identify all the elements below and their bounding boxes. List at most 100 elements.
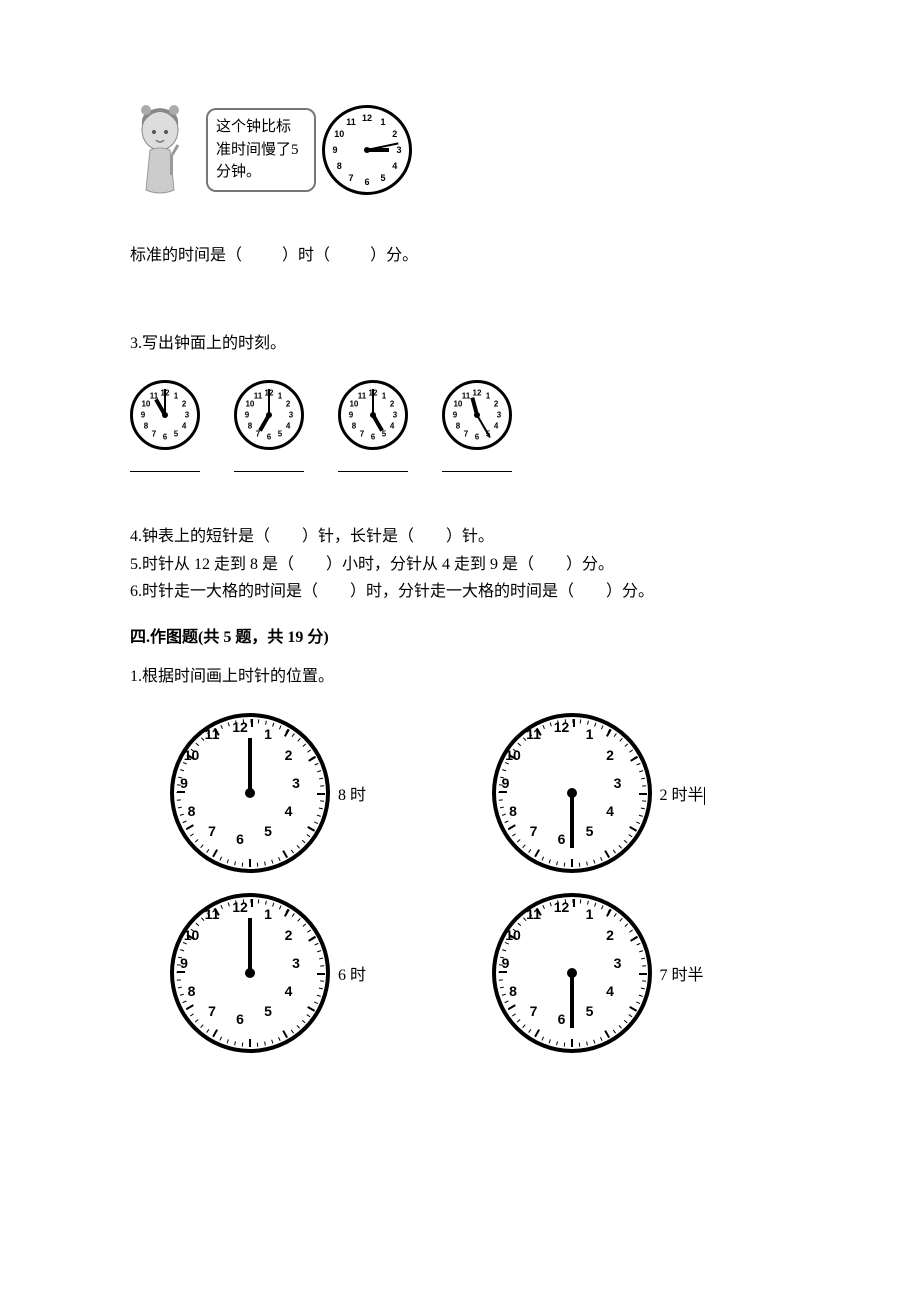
clock-tick	[258, 899, 259, 903]
clock-tick	[604, 850, 610, 858]
clock-tick	[177, 979, 181, 980]
clock-tick	[613, 913, 616, 917]
clock-numeral: 9	[245, 411, 249, 420]
clock-tick	[177, 791, 185, 793]
clock-numeral: 9	[502, 775, 510, 791]
clock-tick	[219, 856, 222, 860]
clock-tick	[182, 1000, 186, 1003]
q5-text: 5.时针从 12 走到 8 是（ ）小时，分针从 4 走到 9 是（ ）分。	[130, 552, 790, 578]
clock-tick	[308, 756, 316, 762]
s4-q1-prompt: 1.根据时间画上时针的位置。	[130, 661, 790, 693]
answer-underline	[130, 458, 200, 472]
clock-numeral: 1	[586, 726, 594, 742]
bubble-line-3: 分钟。	[216, 164, 261, 180]
clock-numeral: 4	[285, 803, 293, 819]
clock-center-dot	[567, 788, 577, 798]
clock-tick	[528, 1029, 531, 1033]
clock-tick	[186, 1004, 194, 1010]
clock-tick	[618, 1025, 621, 1029]
clock-numeral: 8	[144, 422, 148, 431]
bubble-line-2: 准时间慢了5	[216, 142, 299, 158]
s4-clock-2: 121234567891011	[492, 713, 652, 873]
clock-tick	[271, 859, 273, 863]
clock-numeral: 8	[509, 803, 517, 819]
clock-tick	[571, 859, 573, 867]
clock-tick	[317, 973, 325, 975]
clock-tick	[504, 820, 508, 823]
clock-tick	[593, 859, 595, 863]
clock-numeral: 9	[141, 411, 145, 420]
clock-numeral: 1	[380, 117, 385, 127]
clock-tick	[618, 845, 621, 849]
clock-numeral: 1	[586, 906, 594, 922]
s4-label-2: 2 时半	[660, 781, 705, 805]
clock-tick	[314, 943, 318, 946]
clock-tick	[278, 1037, 281, 1041]
clock-tick	[556, 1041, 558, 1045]
clock-tick	[272, 902, 274, 906]
clock-tick	[195, 1019, 199, 1022]
clock-numeral: 7	[152, 430, 156, 439]
clock-tick	[317, 994, 321, 996]
clock-tick	[317, 950, 321, 952]
clock-tick	[642, 800, 646, 801]
clock-tick	[234, 861, 236, 865]
clock-numeral: 3	[289, 411, 293, 420]
clock-numeral: 2	[182, 400, 186, 409]
clock-numeral: 10	[184, 747, 200, 763]
clock-tick	[314, 763, 318, 766]
clock-tick	[284, 909, 290, 917]
clock-tick	[594, 902, 596, 906]
clock-tick	[548, 859, 550, 863]
clock-tick	[512, 1013, 516, 1016]
clock-tick	[623, 840, 627, 843]
clock-tick	[278, 857, 281, 861]
q3-clock-3: 121234567891011	[338, 380, 408, 450]
clock-numeral: 1	[382, 391, 386, 400]
clock-tick	[542, 725, 545, 729]
clock-tick	[578, 862, 579, 866]
clock-numeral: 5	[264, 823, 272, 839]
s4-label-3: 6 时	[338, 961, 366, 985]
minute-hand	[248, 918, 252, 973]
clock-tick	[178, 806, 182, 808]
clock-tick	[219, 1036, 222, 1040]
clock-center-dot	[245, 968, 255, 978]
s4-clock-cell-1: 121234567891011 8 时	[170, 713, 452, 873]
clock-tick	[234, 1041, 236, 1045]
clock-numeral: 1	[174, 391, 178, 400]
clock-tick	[600, 1037, 603, 1041]
blank-space	[246, 247, 278, 264]
clock-tick	[586, 1041, 588, 1045]
clock-tick	[320, 800, 324, 801]
clock-numeral: 1	[486, 391, 490, 400]
minute-hand	[570, 973, 574, 1028]
clock-numeral: 6	[558, 1011, 566, 1027]
clock-numeral: 6	[475, 433, 479, 442]
clock-numeral: 5	[586, 823, 594, 839]
clock-tick	[600, 905, 603, 909]
clock-tick	[556, 861, 558, 865]
clock-tick	[587, 900, 589, 904]
clock-tick	[227, 1039, 229, 1043]
q2-illustration: 这个钟比标 准时间慢了5 分钟。 121234567891011	[130, 100, 790, 200]
clock-tick	[606, 729, 612, 737]
clock-tick	[501, 813, 505, 815]
clock-tick	[549, 722, 551, 726]
clock-tick	[517, 923, 521, 926]
clock-numeral: 9	[453, 411, 457, 420]
clock-numeral: 8	[509, 983, 517, 999]
clock-tick	[612, 1029, 615, 1033]
clock-tick	[623, 1020, 627, 1023]
q3-clock-1: 121234567891011	[130, 380, 200, 450]
clock-numeral: 4	[606, 803, 614, 819]
clock-tick	[639, 770, 643, 772]
clock-tick	[220, 725, 223, 729]
clock-numeral: 2	[606, 747, 614, 763]
clock-tick	[542, 905, 545, 909]
clock-numeral: 3	[185, 411, 189, 420]
clock-numeral: 3	[614, 955, 622, 971]
clock-tick	[640, 987, 644, 989]
clock-tick	[630, 936, 638, 942]
clock-tick	[186, 824, 194, 830]
